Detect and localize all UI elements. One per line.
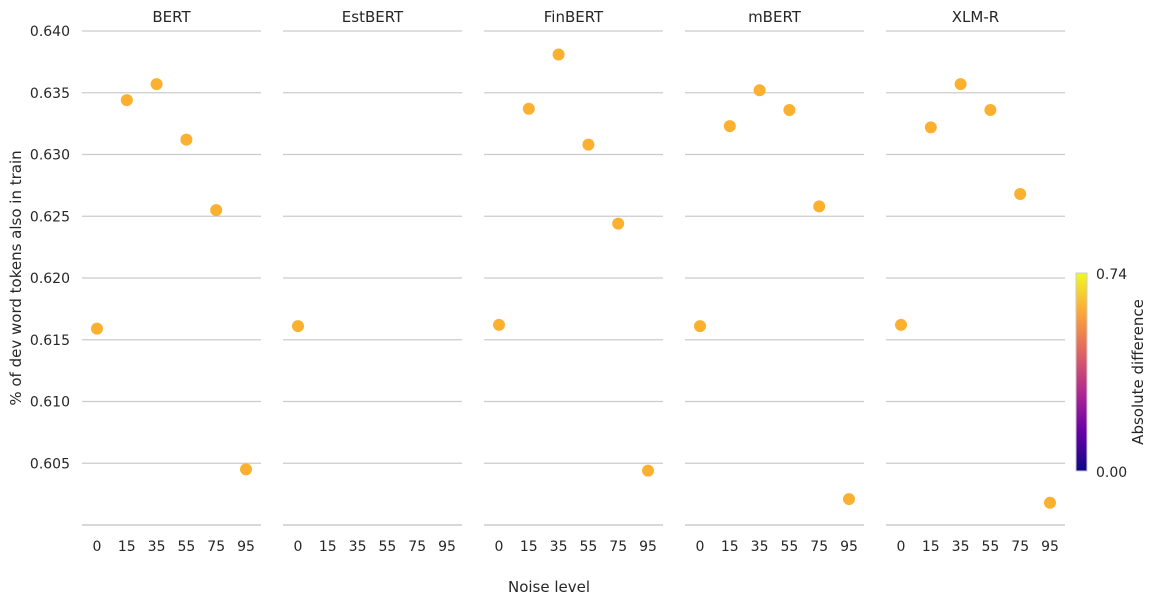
x-tick-label: 55	[579, 539, 597, 555]
facet-panel-xlm-r: XLM-R 0 15 35 55 75 95	[886, 8, 1065, 555]
facet-title: BERT	[152, 8, 191, 26]
colorbar: 0.74 0.00 Absolute difference	[1075, 267, 1147, 481]
colorbar-title: Absolute difference	[1129, 299, 1147, 445]
data-point	[1044, 496, 1056, 509]
x-tick-label: 35	[550, 539, 568, 555]
data-point	[895, 318, 907, 331]
data-point	[91, 322, 103, 335]
x-tick-label: 0	[897, 539, 906, 555]
x-tick-label: 0	[696, 539, 705, 555]
data-point	[493, 318, 505, 331]
facet-panel-bert: BERT 0 15 35 55 75 95	[82, 8, 261, 555]
facet-title: EstBERT	[342, 8, 404, 26]
x-tick-label: 15	[922, 539, 940, 555]
x-tick-label: 35	[349, 539, 367, 555]
data-point	[1014, 188, 1027, 201]
data-point	[924, 121, 937, 134]
data-point	[642, 464, 654, 477]
y-tick-label: 0.630	[30, 148, 70, 164]
data-point	[843, 493, 855, 506]
colorbar-bottom-label: 0.00	[1096, 465, 1127, 481]
x-tick-label: 15	[520, 539, 538, 555]
x-axis-title: Noise level	[508, 578, 590, 596]
x-tick-label: 55	[177, 539, 195, 555]
x-tick-label: 75	[609, 539, 627, 555]
x-tick-label: 55	[780, 539, 798, 555]
data-point	[180, 133, 193, 146]
x-tick-label: 95	[237, 539, 255, 555]
x-tick-label: 95	[1041, 539, 1059, 555]
x-tick-label: 15	[319, 539, 337, 555]
y-tick-label: 0.610	[30, 395, 70, 411]
x-tick-label: 15	[118, 539, 136, 555]
data-point	[292, 320, 304, 333]
x-tick-label: 75	[207, 539, 225, 555]
x-tick-label: 95	[438, 539, 456, 555]
data-point	[612, 217, 625, 230]
data-point	[240, 463, 252, 476]
x-tick-label: 0	[93, 539, 102, 555]
facet-panel-mbert: mBERT 0 15 35 55 75 95	[685, 8, 864, 555]
facet-panel-finbert: FinBERT 0 15 35 55 75 95	[484, 8, 663, 555]
x-tick-label: 95	[639, 539, 657, 555]
x-tick-label: 15	[721, 539, 739, 555]
x-tick-label: 35	[148, 539, 166, 555]
x-tick-label: 55	[378, 539, 396, 555]
y-tick-label: 0.620	[30, 271, 70, 287]
x-tick-label: 75	[810, 539, 828, 555]
data-point	[984, 104, 997, 117]
y-tick-label: 0.615	[30, 333, 70, 349]
facet-title: XLM-R	[952, 8, 999, 26]
data-point	[552, 48, 565, 61]
x-tick-label: 35	[751, 539, 769, 555]
data-point	[150, 78, 163, 91]
data-point	[954, 78, 967, 91]
facet-title: mBERT	[748, 8, 802, 26]
data-point	[582, 138, 595, 151]
facet-title: FinBERT	[544, 8, 604, 26]
y-tick-label: 0.640	[30, 24, 70, 40]
data-point	[120, 94, 133, 107]
data-point	[753, 84, 766, 97]
data-point	[694, 320, 706, 333]
data-point	[723, 120, 736, 133]
data-point	[210, 204, 223, 217]
facet-panel-estbert: EstBERT 0 15 35 55 75 95	[283, 8, 462, 555]
y-tick-label: 0.605	[30, 456, 70, 472]
colorbar-gradient	[1075, 272, 1088, 472]
x-tick-label: 35	[952, 539, 970, 555]
colorbar-top-label: 0.74	[1096, 267, 1127, 283]
x-tick-label: 55	[981, 539, 999, 555]
x-tick-label: 0	[294, 539, 303, 555]
data-point	[783, 104, 796, 117]
y-tick-label: 0.635	[30, 86, 70, 102]
data-point	[522, 102, 535, 115]
x-tick-label: 75	[1011, 539, 1029, 555]
y-axis-title: % of dev word tokens also in train	[7, 150, 25, 405]
y-tick-label: 0.625	[30, 209, 70, 225]
data-point	[813, 200, 826, 213]
x-tick-label: 75	[408, 539, 426, 555]
x-tick-label: 0	[495, 539, 504, 555]
x-tick-label: 95	[840, 539, 858, 555]
